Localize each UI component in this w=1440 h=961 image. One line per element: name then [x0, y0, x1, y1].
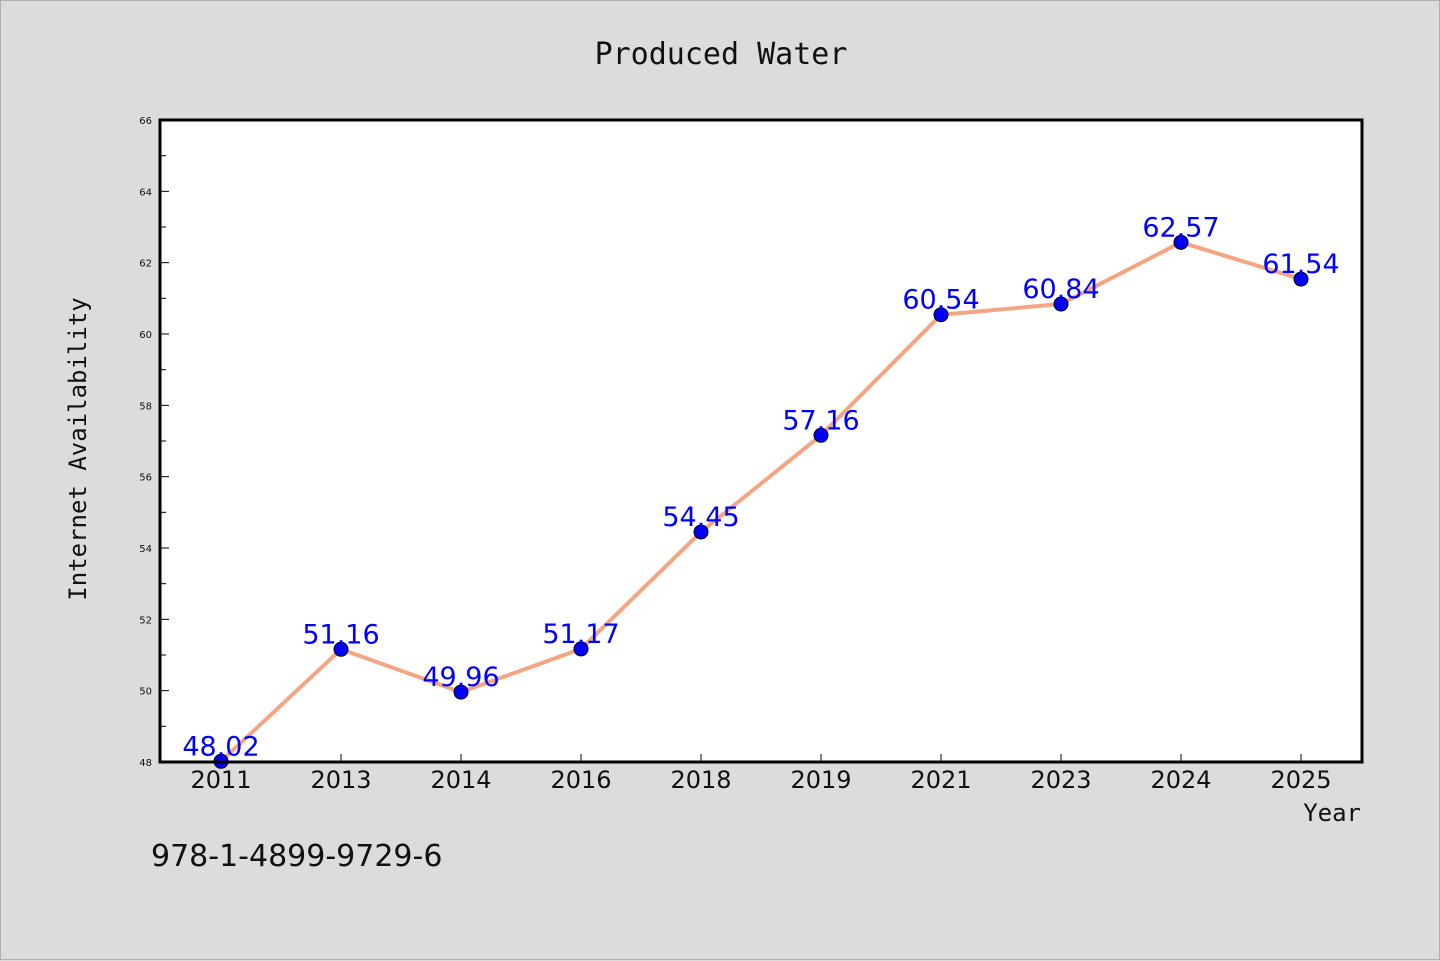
data-label: 60.54	[902, 285, 979, 316]
data-labels-layer: 48.02 51.16 49.96 51.17 54.45 57.16 60.54 60.84…	[182, 212, 1339, 762]
data-label: 62.57	[1142, 212, 1219, 243]
x-tick-label: 2018	[670, 766, 731, 794]
data-label: 51.17	[542, 619, 619, 650]
data-label: 51.16	[302, 619, 379, 650]
x-tick-label: 2021	[910, 766, 971, 794]
y-tick-label: 56	[139, 473, 152, 484]
data-point	[1293, 271, 1309, 287]
y-tick-label: 52	[139, 615, 152, 626]
data-label: 57.16	[782, 405, 859, 436]
x-tick-label: 2019	[790, 766, 851, 794]
data-label: 61.54	[1262, 249, 1339, 280]
y-tick-label: 48	[139, 758, 152, 769]
plot-frame	[158, 118, 1364, 764]
data-label: 49.96	[422, 662, 499, 693]
x-tick-label: 2016	[550, 766, 611, 794]
data-label: 60.84	[1022, 274, 1099, 305]
x-tick-label: 2024	[1150, 766, 1211, 794]
chart-title: Produced Water	[595, 37, 848, 72]
x-axis-label: Year	[1303, 799, 1361, 827]
y-tick-label: 62	[139, 259, 152, 270]
series-line	[219, 240, 1303, 764]
y-axis-label: Internet Availability	[64, 297, 92, 600]
data-point	[1053, 296, 1069, 312]
x-tick-label: 2011	[190, 766, 251, 794]
data-point	[933, 307, 949, 323]
y-tick-label: 66	[139, 116, 152, 127]
data-point	[573, 641, 589, 657]
y-tick-label: 60	[139, 330, 152, 341]
x-tick-label: 2014	[430, 766, 491, 794]
x-axis-ticks: 2011 2013 2014 2016 2018 2019 2021 2023 2024 2025	[190, 754, 1332, 794]
data-point	[333, 641, 349, 657]
y-tick-label: 64	[139, 187, 152, 198]
x-tick-label: 2013	[310, 766, 371, 794]
x-tick-label: 2023	[1030, 766, 1091, 794]
data-label: 48.02	[182, 731, 259, 762]
data-point	[693, 524, 709, 540]
x-tick-label: 2025	[1270, 766, 1331, 794]
y-tick-label: 58	[139, 401, 152, 412]
data-point	[1173, 234, 1189, 250]
y-tick-label: 54	[139, 544, 152, 555]
y-tick-label: 50	[139, 687, 152, 698]
isbn-text: 978-1-4899-9729-6	[151, 839, 442, 874]
series-layer	[213, 234, 1309, 769]
data-point	[813, 427, 829, 443]
data-label: 54.45	[662, 502, 739, 533]
data-point	[453, 684, 469, 700]
